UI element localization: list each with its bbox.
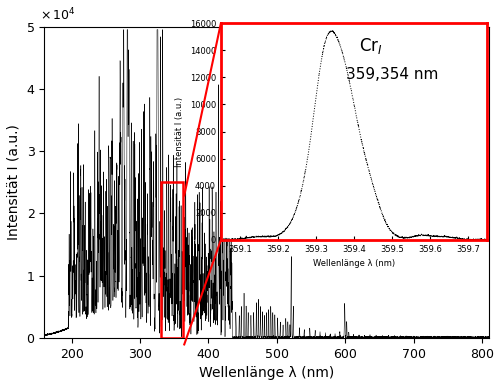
Y-axis label: Intensität I (a.u.): Intensität I (a.u.) xyxy=(175,96,184,167)
X-axis label: Wellenlänge λ (nm): Wellenlänge λ (nm) xyxy=(312,259,394,268)
Y-axis label: Intensität I (a.u.): Intensität I (a.u.) xyxy=(7,124,21,240)
Text: Cr$_I$: Cr$_I$ xyxy=(359,36,382,56)
Text: 359,354 nm: 359,354 nm xyxy=(345,67,437,82)
Text: $\times\,10^4$: $\times\,10^4$ xyxy=(40,7,75,23)
X-axis label: Wellenlänge λ (nm): Wellenlänge λ (nm) xyxy=(198,366,334,380)
Bar xyxy=(160,182,183,338)
